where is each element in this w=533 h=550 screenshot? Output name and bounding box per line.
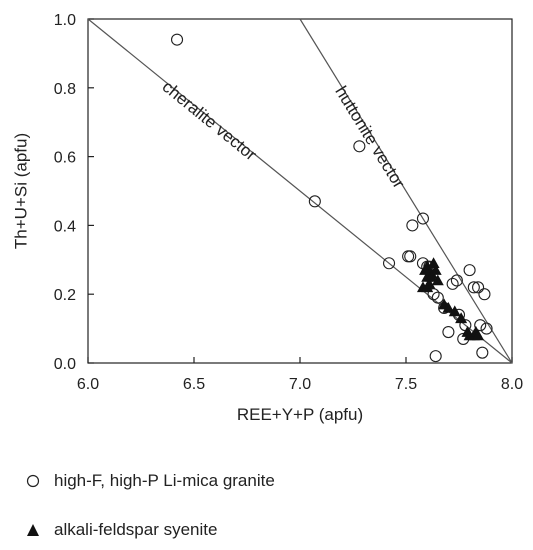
granite-data-point [308, 195, 321, 208]
granite-data-point [467, 281, 480, 294]
syenite-data-point [427, 257, 440, 269]
x-tick-label: 7.0 [289, 376, 311, 393]
syenite-data-point [455, 312, 468, 324]
y-tick-label: 1.0 [54, 12, 76, 29]
legend-label-syenite: alkali-feldspar syenite [54, 520, 218, 539]
granite-data-point [476, 346, 489, 359]
cheralite-vector-label: cheralite vector [159, 77, 261, 165]
granite-data-point [446, 277, 459, 290]
y-axis-title: Th+U+Si (apfu) [11, 133, 30, 249]
granite-data-point [480, 322, 493, 335]
x-axis-title: REE+Y+P (apfu) [237, 405, 363, 424]
huttonite-vector-label: huttonite vector [331, 83, 408, 192]
granite-data-point [170, 33, 184, 46]
syenite-data-point [442, 301, 455, 313]
data-points [170, 33, 493, 363]
syenite-data-point [429, 264, 442, 275]
legend-item-syenite: alkali-feldspar syenite [24, 520, 217, 540]
granite-data-point [478, 288, 491, 301]
syenite-data-point [431, 274, 444, 286]
granite-data-point [382, 257, 396, 270]
syenite-data-point [423, 277, 436, 289]
x-tick-label: 7.5 [395, 376, 417, 393]
granite-data-point [463, 264, 476, 277]
x-tick-label: 8.0 [501, 376, 523, 393]
y-tick-label: 0.4 [54, 218, 76, 235]
syenite-data-point [425, 271, 438, 282]
syenite-data-point [472, 329, 485, 341]
granite-data-point [474, 319, 487, 332]
x-tick-label: 6.0 [77, 376, 99, 393]
reference-line [299, 18, 513, 364]
filled-triangle-icon [27, 524, 39, 536]
axes: 6.0 6.5 7.0 7.5 8.0 0.0 0.2 0.4 0.6 0.8 1.0 [54, 12, 523, 393]
granite-data-point [442, 325, 455, 339]
open-circle-icon [26, 474, 40, 488]
y-tick-label: 0.8 [54, 81, 76, 98]
granite-data-point [431, 291, 444, 304]
legend-label-granite: high-F, high-P Li-mica granite [54, 471, 275, 490]
granite-data-point [353, 140, 366, 153]
legend-item-granite: high-F, high-P Li-mica granite [24, 471, 275, 491]
granite-data-point [404, 250, 417, 263]
granite-data-point [429, 350, 442, 363]
granite-data-point [416, 212, 430, 225]
y-tick-label: 0.6 [54, 150, 76, 167]
granite-data-point [450, 274, 463, 287]
granite-data-point [427, 288, 440, 301]
y-tick-label: 0.0 [54, 356, 76, 373]
syenite-data-point [419, 264, 432, 275]
granite-data-point [406, 219, 419, 232]
x-tick-label: 6.5 [183, 376, 205, 393]
granite-data-point [472, 281, 485, 294]
syenite-data-point [448, 305, 461, 317]
y-tick-label: 0.2 [54, 287, 76, 304]
